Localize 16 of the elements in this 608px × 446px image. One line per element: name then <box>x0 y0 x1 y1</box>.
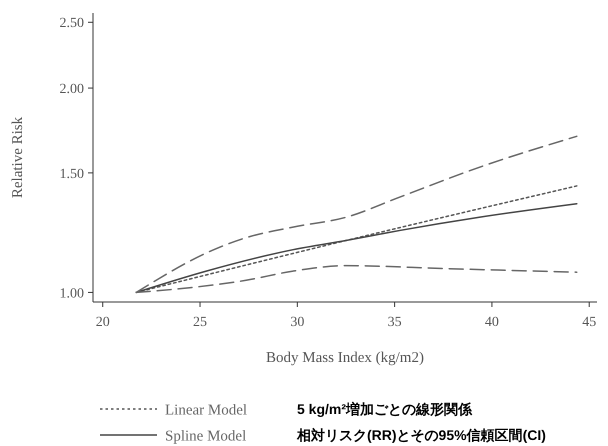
x-tick-label: 45 <box>582 315 596 330</box>
legend-label: Spline Model <box>165 428 246 444</box>
x-tick-label: 35 <box>388 315 402 330</box>
y-tick-label: 1.00 <box>60 286 84 302</box>
legend-label: Linear Model <box>165 402 248 418</box>
text: 5 kg/m²増加ごとの線形関係 <box>297 400 474 417</box>
x-tick-label: 20 <box>96 315 110 330</box>
x-axis-title: Body Mass Index (kg/m2) <box>266 350 424 366</box>
y-tick-label: 2.50 <box>60 16 84 32</box>
x-tick-label: 25 <box>193 315 208 330</box>
x-tick-label: 30 <box>290 315 304 330</box>
x-tick-label: 40 <box>484 315 499 330</box>
y-tick-label: 1.50 <box>60 166 84 182</box>
y-axis-title: Relative Risk <box>10 116 26 198</box>
text: 相対リスク(RR)とその95%信頼区間(CI) <box>296 426 546 443</box>
y-tick-label: 2.00 <box>60 82 84 97</box>
